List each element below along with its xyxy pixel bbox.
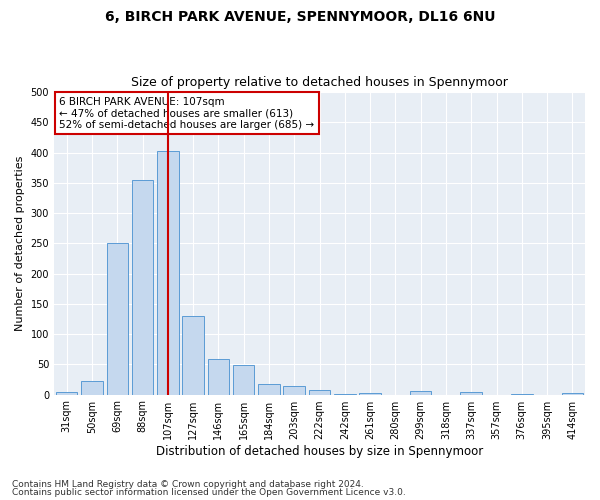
X-axis label: Distribution of detached houses by size in Spennymoor: Distribution of detached houses by size … [156, 444, 483, 458]
Title: Size of property relative to detached houses in Spennymoor: Size of property relative to detached ho… [131, 76, 508, 90]
Y-axis label: Number of detached properties: Number of detached properties [15, 156, 25, 331]
Text: Contains public sector information licensed under the Open Government Licence v3: Contains public sector information licen… [12, 488, 406, 497]
Bar [56, 392, 77, 394]
Bar [258, 384, 280, 394]
Text: Contains HM Land Registry data © Crown copyright and database right 2024.: Contains HM Land Registry data © Crown c… [12, 480, 364, 489]
Bar [208, 360, 229, 394]
Bar [460, 392, 482, 394]
Bar [132, 180, 153, 394]
Bar [81, 382, 103, 394]
Bar [410, 391, 431, 394]
Bar [157, 150, 179, 394]
Bar [182, 316, 204, 394]
Bar [283, 386, 305, 394]
Bar [233, 365, 254, 394]
Text: 6 BIRCH PARK AVENUE: 107sqm
← 47% of detached houses are smaller (613)
52% of se: 6 BIRCH PARK AVENUE: 107sqm ← 47% of det… [59, 96, 314, 130]
Bar [309, 390, 330, 394]
Text: 6, BIRCH PARK AVENUE, SPENNYMOOR, DL16 6NU: 6, BIRCH PARK AVENUE, SPENNYMOOR, DL16 6… [105, 10, 495, 24]
Bar [107, 244, 128, 394]
Bar [562, 393, 583, 394]
